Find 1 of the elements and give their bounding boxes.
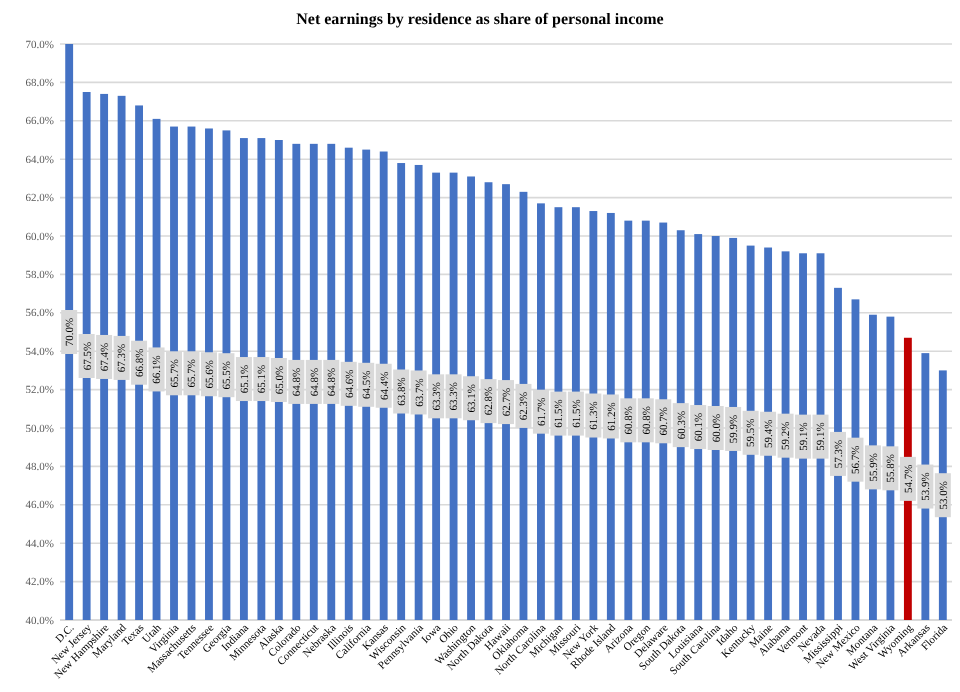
chart-title: Net earnings by residence as share of personal income bbox=[296, 10, 665, 28]
